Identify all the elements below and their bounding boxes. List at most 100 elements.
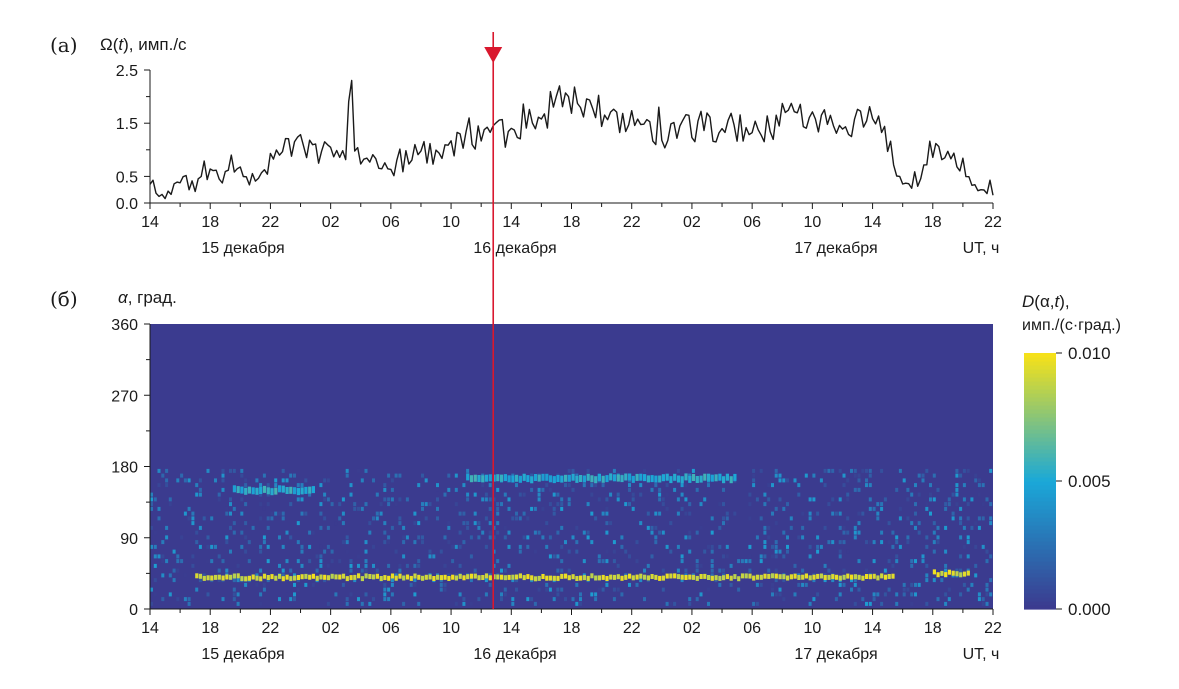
heatmap-feature-cell — [507, 574, 511, 580]
heatmap-cell — [654, 540, 658, 545]
heatmap-feature-cell — [364, 573, 368, 579]
heatmap-feature-cell — [484, 573, 489, 579]
heatmap-cell — [752, 473, 756, 478]
heatmap-cell — [383, 587, 387, 592]
heatmap-cell — [865, 601, 868, 606]
heatmap-cell — [161, 597, 165, 602]
heatmap-cell — [319, 554, 323, 559]
heatmap-cell — [914, 483, 917, 488]
heatmap-cell — [383, 582, 387, 587]
heatmap-cell — [797, 483, 801, 488]
heatmap-cell — [409, 582, 413, 587]
heatmap-feature-cell — [473, 474, 477, 482]
heatmap-cell — [165, 468, 169, 473]
heatmap-cell — [402, 601, 406, 606]
heatmap-cell — [985, 549, 989, 554]
heatmap-cell — [168, 573, 172, 578]
heatmap-feature-cell — [951, 570, 955, 576]
heatmap-feature-cell — [436, 574, 440, 580]
heatmap-feature-cell — [469, 573, 474, 579]
heatmap-cell — [786, 478, 789, 483]
heatmap-feature-cell — [646, 475, 650, 483]
heatmap-feature-cell — [259, 487, 263, 494]
heatmap-cell — [771, 582, 774, 587]
heatmap-feature-cell — [797, 575, 801, 580]
heatmap-cell — [187, 506, 191, 511]
heatmap-cell — [868, 473, 872, 478]
heatmap-cell — [439, 582, 443, 587]
heatmap-cell — [255, 573, 259, 578]
heatmap-feature-cell — [639, 573, 643, 579]
heatmap-cell — [831, 511, 835, 516]
heatmap-feature-cell — [304, 486, 308, 494]
heatmap-cell — [910, 592, 914, 597]
heatmap-cell — [323, 478, 327, 483]
heatmap-cell — [255, 478, 259, 483]
heatmap-cell — [703, 549, 707, 554]
heatmap-cell — [635, 582, 639, 587]
heatmap-cell — [571, 597, 575, 602]
heatmap-cell — [665, 506, 669, 511]
heatmap-cell — [797, 492, 801, 497]
heatmap-cell — [748, 544, 752, 549]
heatmap-cell — [308, 530, 312, 535]
heatmap-feature-cell — [341, 573, 346, 579]
heatmap-cell — [981, 516, 985, 521]
heatmap-cell — [778, 478, 782, 483]
heatmap-cell — [187, 597, 191, 602]
heatmap-cell — [462, 483, 466, 488]
heatmap-cell — [932, 549, 936, 554]
heatmap-cell — [443, 563, 447, 568]
heatmap-cell — [959, 592, 963, 597]
heatmap-cell — [383, 487, 387, 492]
heatmap-cell — [398, 473, 402, 478]
heatmap-cell — [496, 487, 500, 492]
colorbar-step — [1024, 361, 1056, 366]
heatmap-cell — [285, 530, 289, 535]
heatmap-cell — [281, 544, 285, 549]
heatmap-cell — [628, 554, 631, 559]
heatmap-feature-cell — [624, 473, 628, 481]
heatmap-cell — [955, 483, 959, 488]
heatmap-feature-cell — [349, 575, 353, 581]
heatmap-feature-cell — [571, 473, 575, 481]
heatmap-x-tick-label: 10 — [803, 620, 821, 637]
heatmap-cell — [198, 492, 202, 497]
heatmap-cell — [266, 492, 270, 497]
heatmap-cell — [974, 478, 978, 483]
colorbar-title: D(α,t), — [1022, 292, 1070, 311]
heatmap-cell — [293, 592, 296, 597]
heatmap-cell — [454, 573, 458, 578]
heatmap-cell — [293, 582, 296, 587]
colorbar-step — [1024, 369, 1056, 374]
heatmap-cell — [462, 601, 466, 606]
heatmap-cell — [375, 568, 379, 573]
heatmap-cell — [364, 502, 368, 507]
heatmap-cell — [552, 511, 556, 516]
arrow-down-icon — [484, 47, 503, 63]
heatmap-cell — [326, 478, 330, 483]
heatmap-date-label: 15 декабря — [201, 646, 284, 663]
heatmap-cell — [695, 563, 699, 568]
heatmap-cell — [172, 568, 176, 573]
heatmap-feature-cell — [658, 475, 662, 483]
heatmap-cell — [443, 582, 447, 587]
heatmap-feature-cell — [718, 473, 722, 481]
heatmap-cell — [639, 492, 643, 497]
heatmap-cell — [552, 506, 556, 511]
heatmap-cell — [319, 502, 323, 507]
heatmap-cell — [150, 587, 153, 592]
colorbar-tick-label: 0.000 — [1068, 600, 1111, 619]
heatmap-feature-cell — [458, 573, 462, 579]
colorbar-step — [1024, 417, 1056, 422]
heatmap-cell — [748, 502, 752, 507]
heatmap-feature-cell — [624, 574, 628, 580]
heatmap-cell — [970, 497, 974, 502]
heatmap-feature-cell — [590, 475, 594, 483]
heatmap-cell — [665, 483, 669, 488]
heatmap-cell — [229, 568, 232, 573]
heatmap-cell — [477, 597, 481, 602]
heatmap-cell — [586, 535, 590, 540]
heatmap-cell — [887, 521, 891, 526]
heatmap-cell — [819, 544, 823, 549]
